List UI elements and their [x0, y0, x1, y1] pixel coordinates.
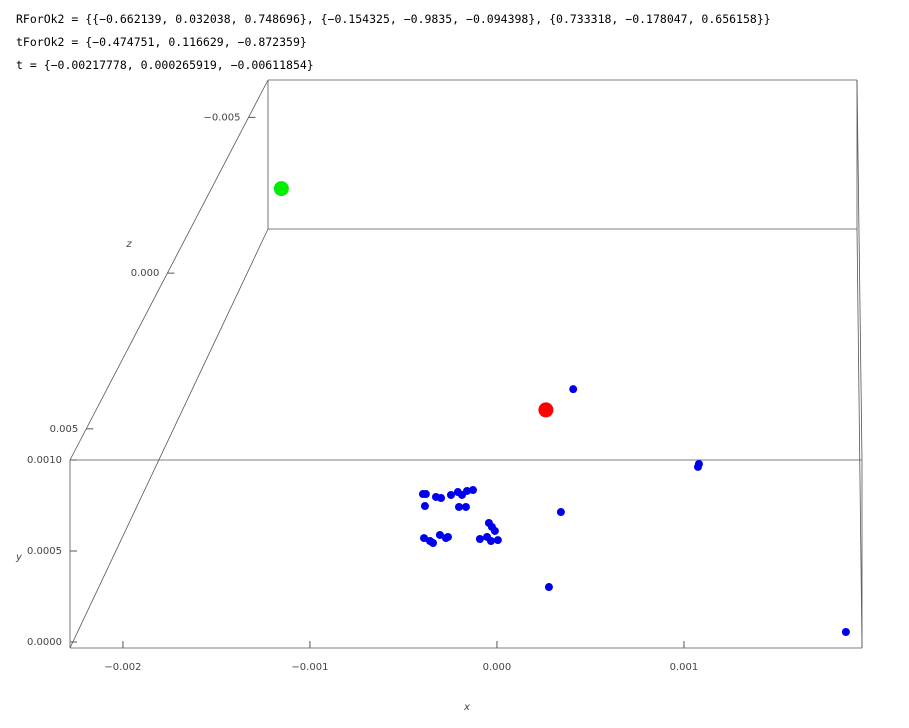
output-line: tForOk2 = {−0.474751, 0.116629, −0.87235… [16, 35, 307, 49]
z-tick-label: 0.000 [131, 268, 160, 279]
y-axis-title: y [15, 552, 23, 563]
data-point [475, 534, 484, 543]
data-point [273, 181, 289, 197]
data-point [435, 530, 444, 539]
output-line: RForOk2 = {{−0.662139, 0.032038, 0.74869… [16, 12, 771, 26]
data-point [454, 502, 463, 511]
z-axis-title: z [125, 239, 132, 250]
output-line: t = {−0.00217778, 0.000265919, −0.006118… [16, 58, 314, 72]
data-point [463, 486, 472, 495]
data-point [569, 385, 578, 394]
data-point [544, 583, 553, 592]
x-axis-title: x [463, 702, 470, 713]
data-point [693, 462, 702, 471]
x-tick-label: −0.002 [104, 662, 141, 673]
y-tick-label: 0.0000 [27, 637, 62, 648]
box-edge [69, 228, 269, 649]
data-point [556, 508, 565, 517]
data-point [428, 538, 437, 547]
data-point [469, 486, 478, 495]
data-point [446, 490, 455, 499]
data-point [461, 502, 470, 511]
data-point [421, 490, 430, 499]
data-point [841, 627, 850, 636]
y-tick-label: 0.0005 [27, 546, 62, 557]
data-point [437, 494, 446, 503]
data-point [490, 526, 499, 535]
z-tick-label: 0.005 [50, 424, 79, 435]
data-point [443, 532, 452, 541]
box-edge [856, 228, 863, 649]
data-point [420, 534, 429, 543]
x-tick-label: 0.001 [670, 662, 699, 673]
data-point [493, 536, 502, 545]
data-point [420, 502, 429, 511]
z-tick-label: −0.005 [204, 112, 241, 123]
box-edge [69, 79, 269, 461]
data-point [538, 402, 554, 418]
data-point [486, 536, 495, 545]
x-tick-label: 0.000 [483, 662, 512, 673]
box-edge [856, 79, 863, 461]
y-tick-label: 0.0010 [27, 455, 62, 466]
x-tick-label: −0.001 [291, 662, 328, 673]
